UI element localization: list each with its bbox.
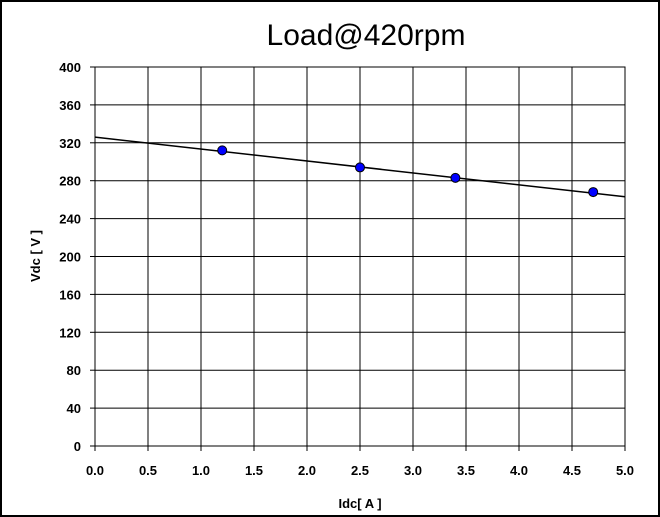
x-tick-label: 4.0 (510, 463, 528, 478)
y-tick-label: 200 (59, 250, 81, 265)
data-point (588, 187, 599, 198)
x-tick-label: 2.5 (351, 463, 369, 478)
y-tick-label: 80 (67, 363, 81, 378)
x-tick-labels: 0.0 0.5 1.0 1.5 2.0 2.5 3.0 3.5 4.0 4.5 5.0 (86, 463, 634, 478)
y-tick-label: 360 (59, 98, 81, 113)
y-axis-label: Vdc [ V ] (28, 230, 43, 282)
y-tick-label: 40 (67, 401, 81, 416)
y-tick-label: 160 (59, 287, 81, 302)
x-tick-label: 0.5 (139, 463, 157, 478)
grid (90, 66, 626, 451)
y-tick-label: 240 (59, 212, 81, 227)
y-tick-label: 0 (74, 439, 81, 454)
y-tick-label: 280 (59, 174, 81, 189)
y-tick-label: 320 (59, 136, 81, 151)
data-point (355, 162, 365, 173)
x-tick-label: 3.0 (404, 463, 422, 478)
y-tick-labels: 0 40 80 120 160 200 240 280 320 360 400 (59, 60, 81, 454)
data-point (217, 145, 228, 156)
x-tick-label: 1.5 (245, 463, 263, 478)
x-tick-label: 1.0 (192, 463, 210, 478)
data-point (450, 172, 461, 183)
plot-area (94, 66, 626, 447)
y-tick-label: 400 (59, 60, 81, 75)
x-tick-label: 4.5 (563, 463, 581, 478)
x-tick-label: 3.5 (457, 463, 475, 478)
chart-title: Load@420rpm (267, 19, 466, 52)
x-tick-label: 5.0 (616, 463, 634, 478)
x-axis-label: Idc[ A ] (338, 496, 381, 511)
x-tick-label: 2.0 (298, 463, 316, 478)
data-points (217, 145, 599, 198)
x-tick-label: 0.0 (86, 463, 104, 478)
y-tick-label: 120 (59, 325, 81, 340)
